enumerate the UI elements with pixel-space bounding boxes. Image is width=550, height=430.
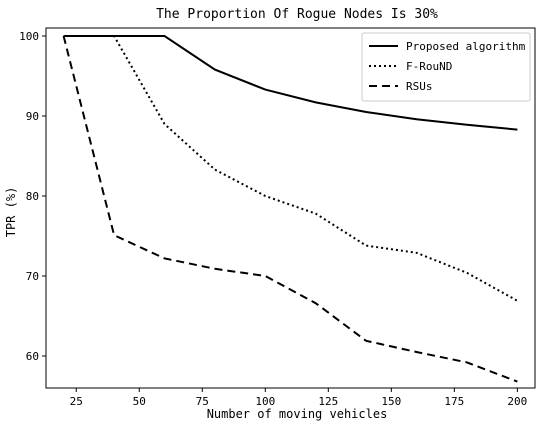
legend-box: [361, 32, 531, 102]
x-tick-label: 150: [381, 395, 401, 408]
plot-area: 25 50 75 100 125 150 175 200 60 70 80 90 100: [19, 27, 536, 408]
y-tick-label: 70: [26, 270, 39, 283]
series-line-proposed-algorithm: [63, 35, 518, 131]
x-tick-label: 100: [255, 395, 275, 408]
y-tick-label: 80: [26, 190, 39, 203]
y-tick-label: 90: [26, 110, 39, 123]
x-tick-label: 200: [507, 395, 527, 408]
y-tick-label: 100: [19, 30, 39, 43]
series-line-rsus: [62, 35, 518, 383]
x-tick-label: 75: [196, 395, 209, 408]
chart-title: The Proportion Of Rogue Nodes Is 30%: [156, 7, 438, 22]
y-axis-label: TPR (%): [4, 187, 18, 238]
legend-label: F-RouND: [406, 60, 452, 73]
x-tick-label: 50: [133, 395, 146, 408]
plot-frame: [45, 27, 536, 389]
legend: Proposed algorithm F-RouND RSUs: [361, 32, 531, 102]
x-axis-label: Number of moving vehicles: [207, 407, 388, 421]
y-tick-label: 60: [26, 350, 39, 363]
x-tick-label: 175: [444, 395, 464, 408]
x-tick-label: 125: [318, 395, 338, 408]
legend-label: Proposed algorithm: [406, 40, 526, 53]
legend-label: RSUs: [406, 80, 433, 93]
series-line-f-round: [63, 35, 518, 302]
x-tick-label: 25: [70, 395, 83, 408]
